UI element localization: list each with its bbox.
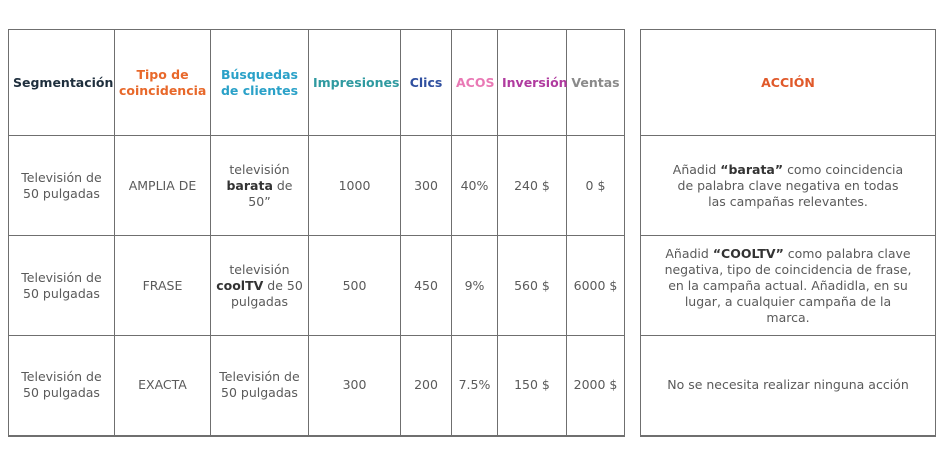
cell-inversion: 240 $: [497, 135, 567, 236]
cell-segmentacion: Televisión de 50 pulgadas: [8, 235, 115, 336]
accion-pre: Añadid: [665, 245, 709, 261]
table-row: Televisión de 50 pulgadas FRASE televisi…: [8, 235, 625, 336]
cell-acos: 40%: [451, 135, 498, 236]
table-row: Televisión de 50 pulgadas EXACTA Televis…: [8, 335, 625, 437]
header-inversion: Inversión: [497, 29, 568, 136]
cell-busqueda: televisión coolTV de 50 pulgadas: [210, 235, 309, 336]
cell-tipo: AMPLIA DE: [114, 135, 211, 236]
cell-clics: 450: [400, 235, 452, 336]
cell-acos: 7.5%: [451, 335, 498, 437]
cell-segmentacion: Televisión de 50 pulgadas: [8, 135, 115, 236]
busqueda-post: de 50”: [248, 177, 293, 209]
cell-inversion: 150 $: [497, 335, 567, 437]
cell-accion: Añadid “COOLTV” como palabra clave negat…: [640, 235, 936, 336]
keyword-metrics-table: Segmentación Tipo de coincidencia Búsque…: [8, 29, 625, 437]
cell-clics: 200: [400, 335, 452, 437]
accion-pre: No se necesita realizar ninguna acción: [667, 377, 909, 393]
cell-tipo: EXACTA: [114, 335, 211, 437]
accion-post: como coincidencia de palabra clave negat…: [677, 161, 904, 209]
header-busquedas: Búsquedas de clientes: [210, 29, 309, 136]
busqueda-bold: coolTV: [216, 277, 264, 293]
cell-inversion: 560 $: [497, 235, 567, 336]
accion-bold: “COOLTV”: [712, 245, 784, 261]
accion-post: como palabra clave negativa, tipo de coi…: [664, 245, 912, 325]
header-accion: ACCIÓN: [640, 29, 936, 136]
table-row: Añadid “barata” como coincidencia de pal…: [640, 135, 936, 236]
cell-clics: 300: [400, 135, 452, 236]
table-row: No se necesita realizar ninguna acción: [640, 335, 936, 437]
header-clics: Clics: [400, 29, 452, 136]
header-tipo: Tipo de coincidencia: [114, 29, 211, 136]
accion-bold: “barata”: [720, 161, 784, 177]
cell-tipo: FRASE: [114, 235, 211, 336]
cell-acos: 9%: [451, 235, 498, 336]
busqueda-pre: Televisión de 50 pulgadas: [219, 369, 300, 401]
header-row: ACCIÓN: [640, 29, 936, 136]
cell-busqueda: Televisión de 50 pulgadas: [210, 335, 309, 437]
cell-accion: Añadid “barata” como coincidencia de pal…: [640, 135, 936, 236]
accion-pre: Añadid: [672, 161, 717, 177]
table-row: Añadid “COOLTV” como palabra clave negat…: [640, 235, 936, 336]
busqueda-post: de 50 pulgadas: [230, 277, 303, 309]
header-row: Segmentación Tipo de coincidencia Búsque…: [8, 29, 625, 136]
header-segmentacion: Segmentación: [8, 29, 115, 136]
cell-busqueda: televisión barata de 50”: [210, 135, 309, 236]
header-ventas: Ventas: [566, 29, 625, 136]
busqueda-pre: televisión: [229, 161, 290, 177]
table-row: Televisión de 50 pulgadas AMPLIA DE tele…: [8, 135, 625, 236]
cell-impresiones: 300: [308, 335, 401, 437]
cell-ventas: 2000 $: [566, 335, 625, 437]
action-table: ACCIÓN Añadid “barata” como coincidencia…: [640, 29, 936, 437]
cell-ventas: 0 $: [566, 135, 625, 236]
cell-segmentacion: Televisión de 50 pulgadas: [8, 335, 115, 437]
cell-impresiones: 500: [308, 235, 401, 336]
cell-impresiones: 1000: [308, 135, 401, 236]
cell-accion: No se necesita realizar ninguna acción: [640, 335, 936, 437]
header-impresiones: Impresiones: [308, 29, 401, 136]
cell-ventas: 6000 $: [566, 235, 625, 336]
busqueda-pre: televisión: [229, 261, 290, 277]
busqueda-bold: barata: [226, 177, 273, 193]
header-acos: ACOS: [451, 29, 498, 136]
